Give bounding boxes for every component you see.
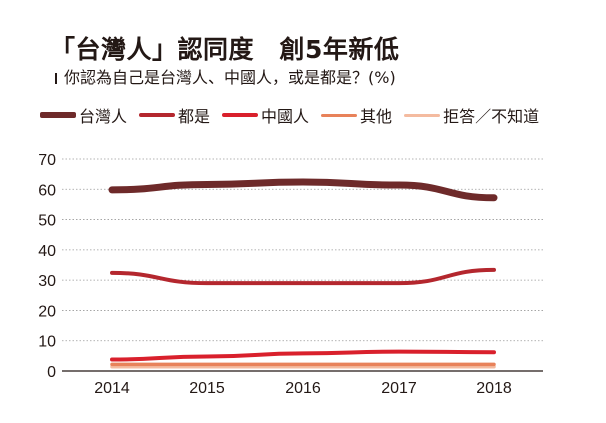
chart-subtitle: 你認為自己是台灣人、中國人，或是都是？(%)	[64, 68, 396, 87]
series-line-0	[108, 178, 498, 202]
legend-item-chinese: 中國人	[222, 103, 309, 127]
x-tick-label: 2017	[381, 380, 417, 397]
legend-label: 都是	[178, 107, 211, 126]
legend-label: 拒答／不知道	[443, 107, 540, 126]
legend-label: 其他	[360, 107, 393, 126]
legend-swatch	[222, 113, 259, 117]
legend-item-both: 都是	[139, 103, 210, 127]
legend-item-refused: 拒答／不知道	[404, 103, 539, 127]
legend-swatch	[321, 113, 358, 117]
legend-swatch	[404, 113, 441, 117]
legend-item-taiwanese: 台灣人	[40, 103, 127, 127]
legend-item-other: 其他	[321, 103, 392, 127]
chart-title: 「台灣人」認同度 創5年新低	[50, 35, 400, 64]
y-tick-label: 60	[38, 182, 56, 199]
y-tick-label: 40	[38, 243, 56, 260]
legend-label: 台灣人	[79, 107, 128, 126]
legend-swatch	[40, 112, 76, 118]
legend-swatch	[139, 113, 176, 117]
x-tick-label: 2016	[285, 380, 321, 397]
series-line-1	[110, 267, 496, 286]
legend-label: 中國人	[261, 107, 310, 126]
y-tick-label: 70	[38, 152, 56, 169]
chart-legend: 台灣人 都是 中國人 其他 拒答／不知道	[40, 103, 551, 127]
y-tick-label: 20	[38, 303, 56, 320]
title-marker	[55, 73, 57, 84]
series-line-2	[110, 349, 496, 362]
y-tick-label: 30	[38, 273, 56, 290]
y-tick-label: 0	[47, 364, 56, 381]
y-tick-label: 50	[38, 213, 56, 230]
x-tick-label: 2018	[476, 380, 512, 397]
y-tick-label: 10	[38, 334, 56, 351]
x-tick-label: 2014	[94, 380, 130, 397]
x-tick-label: 2015	[189, 380, 225, 397]
